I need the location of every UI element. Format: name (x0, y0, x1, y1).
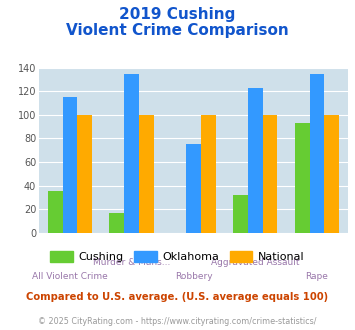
Legend: Cushing, Oklahoma, National: Cushing, Oklahoma, National (46, 247, 309, 267)
Text: Compared to U.S. average. (U.S. average equals 100): Compared to U.S. average. (U.S. average … (26, 292, 329, 302)
Text: Murder & Mans...: Murder & Mans... (93, 258, 170, 267)
Text: All Violent Crime: All Violent Crime (32, 272, 108, 280)
Bar (310, 74, 324, 233)
Bar (324, 115, 339, 233)
Bar (248, 88, 263, 233)
Bar (109, 213, 124, 233)
Bar (233, 195, 248, 233)
Text: Robbery: Robbery (175, 272, 212, 280)
Bar (62, 97, 77, 233)
Bar (77, 115, 92, 233)
Bar (48, 191, 62, 233)
Text: Violent Crime Comparison: Violent Crime Comparison (66, 23, 289, 38)
Bar (124, 74, 139, 233)
Text: Aggravated Assault: Aggravated Assault (211, 258, 300, 267)
Text: © 2025 CityRating.com - https://www.cityrating.com/crime-statistics/: © 2025 CityRating.com - https://www.city… (38, 317, 317, 326)
Bar (139, 115, 154, 233)
Bar (263, 115, 278, 233)
Text: 2019 Cushing: 2019 Cushing (119, 7, 236, 21)
Bar (186, 144, 201, 233)
Text: Rape: Rape (306, 272, 328, 280)
Bar (295, 123, 310, 233)
Bar (201, 115, 216, 233)
